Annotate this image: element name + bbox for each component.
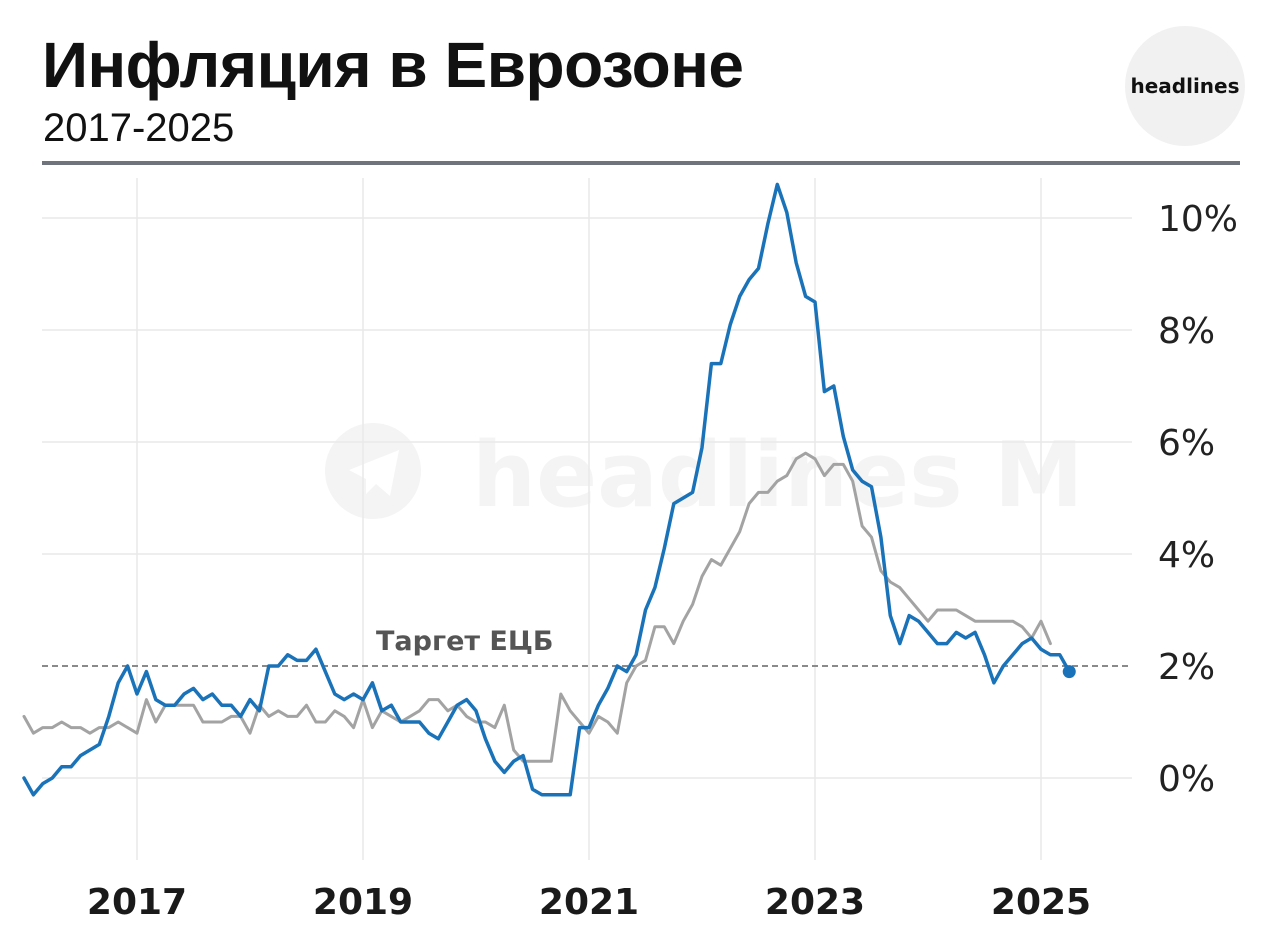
watermark-text: headlines M [472, 423, 1084, 528]
series-lines [22, 182, 1076, 797]
series-headline-line [22, 182, 1072, 797]
y-axis-ticks: 0% 2% 4% 6% 8% 10% [1158, 199, 1238, 800]
y-tick-label: 8% [1158, 311, 1215, 352]
x-tick-label: 2017 [87, 882, 187, 923]
y-tick-label: 2% [1158, 647, 1215, 688]
grid-vertical [136, 178, 1042, 860]
x-axis-ticks: 2017 2019 2021 2023 2025 [87, 882, 1091, 923]
page-subtitle: 2017-2025 [43, 106, 235, 150]
watermark: headlines M [325, 423, 1084, 528]
page-title: Инфляция в Еврозоне [42, 29, 744, 101]
header-divider [42, 161, 1240, 165]
y-tick-label: 10% [1158, 199, 1238, 240]
y-tick-label: 4% [1158, 535, 1215, 576]
x-tick-label: 2019 [313, 882, 413, 923]
x-tick-label: 2025 [991, 882, 1091, 923]
x-tick-label: 2023 [765, 882, 865, 923]
series-headline-endpoint [1062, 665, 1076, 679]
x-tick-label: 2021 [539, 882, 639, 923]
grid-horizontal [42, 217, 1132, 779]
series-core-line [22, 451, 1052, 763]
y-tick-label: 6% [1158, 423, 1215, 464]
y-tick-label: 0% [1158, 759, 1215, 800]
brand-logo-text: headlines [1130, 74, 1240, 98]
brand-logo: headlines [1125, 26, 1245, 146]
telegram-plane-icon [349, 450, 399, 496]
target-label: Таргет ЕЦБ [376, 626, 554, 657]
